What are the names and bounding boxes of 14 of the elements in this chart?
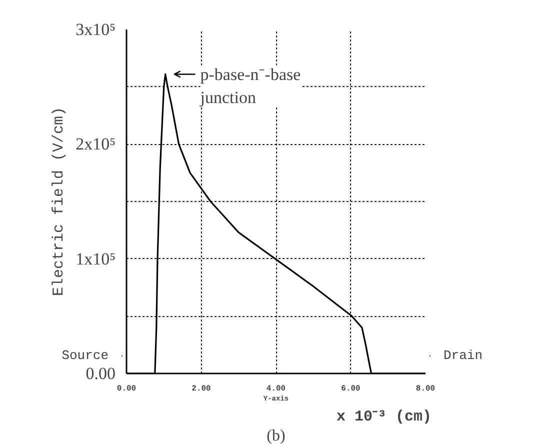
y-axis-title: Electric field (V/cm) [50, 106, 68, 296]
y-tick-label: 2x10⁵ [76, 134, 116, 154]
x-tick-label: 0.00 [116, 384, 136, 394]
annotation: p-base-n⁻-base junction [199, 65, 301, 108]
x-tick-label: 2.00 [192, 384, 212, 394]
x-tick-label: 6.00 [341, 384, 361, 394]
y-tick-label: 1x10⁵ [76, 249, 116, 268]
text: Source [62, 348, 109, 364]
text: (b) [266, 428, 286, 444]
text: x 10⁻³ (cm) [336, 408, 432, 426]
x-tick-label: 4.00 [266, 384, 286, 394]
x-tick-label: 8.00 [416, 384, 436, 394]
text: Drain [444, 348, 483, 364]
y-tick-label: 3x10⁵ [76, 20, 116, 39]
